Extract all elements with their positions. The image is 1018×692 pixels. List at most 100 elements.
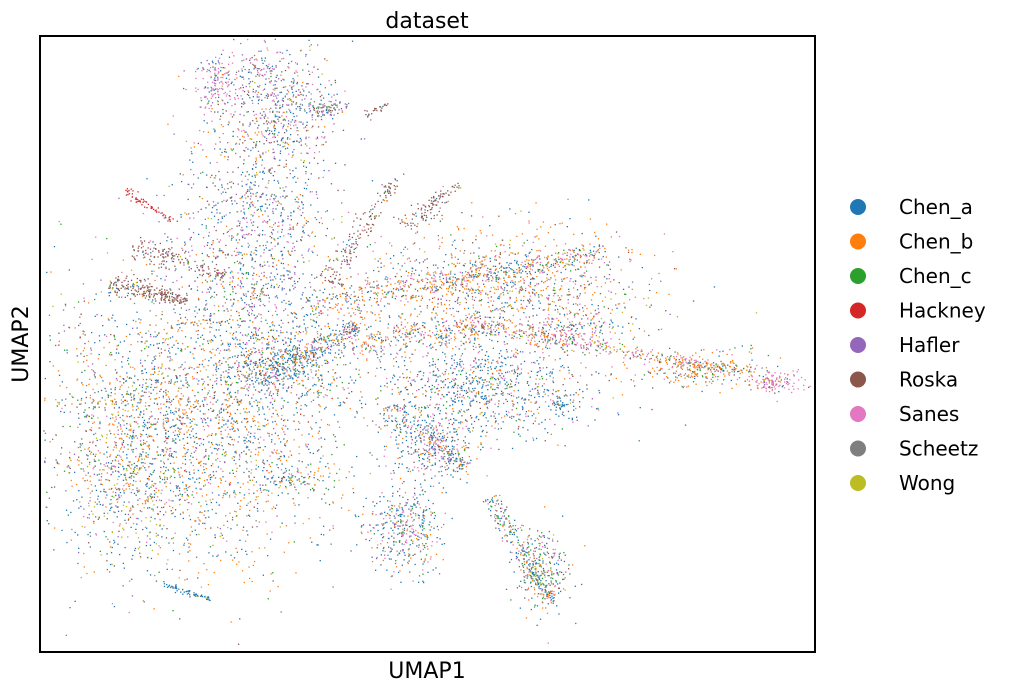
data-point — [274, 420, 276, 423]
data-point — [582, 310, 585, 312]
data-point — [353, 328, 355, 330]
data-point — [707, 369, 709, 371]
data-point — [283, 456, 285, 458]
data-point — [556, 245, 558, 247]
data-point — [223, 452, 226, 454]
data-point — [247, 273, 250, 275]
data-point — [275, 354, 277, 357]
data-point — [505, 364, 507, 366]
data-point — [329, 349, 332, 351]
data-point — [121, 459, 124, 462]
data-point — [248, 314, 250, 317]
data-point — [387, 189, 389, 191]
data-point — [524, 402, 526, 404]
data-point — [593, 246, 595, 248]
data-point — [437, 376, 439, 378]
data-point — [456, 374, 458, 376]
data-point — [129, 333, 131, 335]
data-point — [95, 445, 97, 447]
data-point — [491, 331, 493, 333]
data-point — [127, 357, 129, 359]
data-point — [494, 265, 497, 267]
data-point — [363, 341, 365, 344]
data-point — [338, 468, 341, 470]
data-point — [143, 419, 146, 421]
data-point — [208, 100, 210, 102]
data-point — [380, 428, 382, 430]
data-point — [398, 552, 400, 554]
data-point — [225, 151, 227, 153]
data-point — [637, 355, 639, 357]
data-point — [305, 314, 308, 316]
data-point — [334, 343, 337, 345]
data-point — [427, 414, 429, 416]
data-point — [594, 231, 596, 234]
data-point — [147, 456, 149, 458]
data-point — [270, 364, 272, 366]
data-point — [276, 74, 278, 77]
data-point — [448, 286, 450, 288]
data-point — [182, 481, 184, 483]
data-point — [323, 169, 325, 172]
data-point — [173, 413, 175, 415]
data-point — [403, 425, 405, 427]
data-point — [205, 422, 207, 424]
data-point — [528, 271, 531, 273]
data-point — [230, 528, 232, 530]
data-point — [722, 365, 724, 367]
data-point — [265, 283, 267, 285]
data-point — [498, 322, 501, 324]
data-point — [326, 395, 328, 397]
data-point — [248, 373, 250, 375]
data-point — [487, 369, 489, 372]
data-point — [695, 383, 697, 385]
data-point — [496, 277, 498, 279]
data-point — [204, 413, 206, 415]
data-point — [227, 375, 230, 377]
data-point — [226, 298, 228, 300]
data-point — [203, 596, 206, 598]
data-point — [98, 479, 100, 481]
data-point — [408, 560, 410, 562]
data-point — [485, 255, 487, 257]
data-point — [554, 275, 556, 277]
data-point — [175, 411, 177, 413]
data-point — [262, 470, 264, 472]
data-point — [433, 420, 435, 422]
data-point — [426, 425, 428, 427]
data-point — [201, 594, 203, 596]
data-point — [118, 487, 120, 490]
data-point — [283, 551, 285, 553]
data-point — [435, 287, 437, 289]
data-point — [302, 161, 305, 164]
data-point — [442, 337, 444, 339]
data-point — [548, 405, 550, 407]
data-point — [555, 581, 557, 583]
data-point — [401, 265, 403, 267]
data-point — [623, 302, 625, 304]
data-point — [186, 578, 188, 580]
data-point — [278, 438, 280, 440]
data-point — [456, 278, 458, 280]
data-point — [76, 499, 78, 501]
data-point — [133, 396, 135, 398]
data-point — [284, 372, 286, 374]
data-point — [432, 502, 434, 505]
data-point — [252, 337, 255, 339]
data-point — [112, 417, 114, 419]
data-point — [197, 177, 199, 179]
data-point — [257, 226, 259, 228]
data-point — [499, 369, 501, 371]
data-point — [665, 357, 667, 359]
data-point — [423, 372, 425, 374]
data-point — [227, 101, 229, 104]
data-point — [134, 375, 136, 377]
data-point — [171, 241, 173, 243]
data-point — [484, 316, 486, 318]
data-point — [303, 370, 305, 372]
data-point — [544, 546, 546, 548]
data-point — [505, 410, 508, 413]
data-point — [439, 345, 442, 347]
data-point — [402, 437, 404, 440]
data-point — [383, 414, 385, 416]
